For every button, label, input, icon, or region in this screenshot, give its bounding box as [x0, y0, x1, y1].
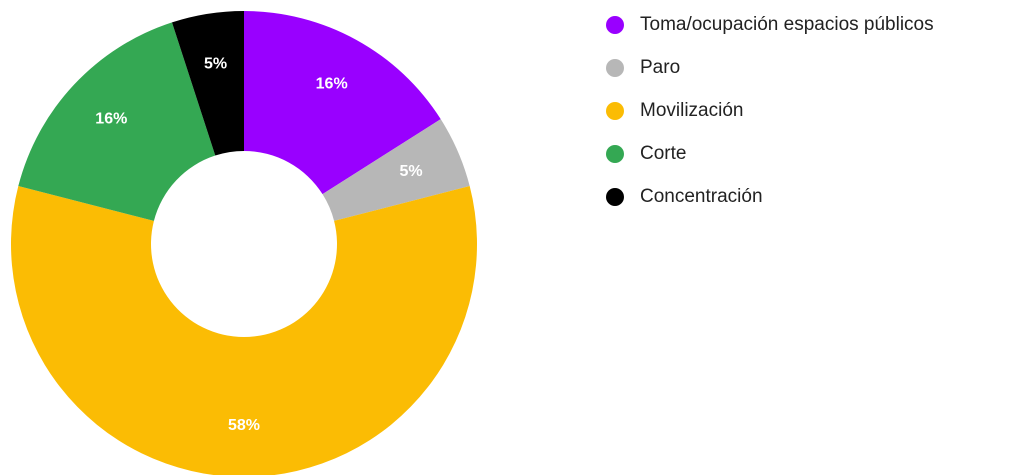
legend-label: Toma/ocupación espacios públicos [640, 14, 934, 35]
legend-label: Paro [640, 57, 680, 78]
legend-label: Movilización [640, 100, 743, 121]
slice [244, 11, 441, 195]
legend-swatch [606, 59, 624, 77]
slice [171, 11, 244, 156]
slice-label: 16% [316, 76, 348, 93]
legend-swatch [606, 102, 624, 120]
slice [18, 22, 216, 221]
slice-label: 16% [95, 111, 127, 128]
slice [11, 186, 477, 475]
legend-label: Concentración [640, 186, 763, 207]
slice [322, 119, 470, 221]
slice-label: 5% [204, 55, 227, 72]
legend-label: Corte [640, 143, 686, 164]
slice-label: 58% [228, 417, 260, 434]
slice-label: 5% [399, 163, 422, 180]
legend-swatch [606, 188, 624, 206]
legend-swatch [606, 16, 624, 34]
legend-swatch [606, 145, 624, 163]
